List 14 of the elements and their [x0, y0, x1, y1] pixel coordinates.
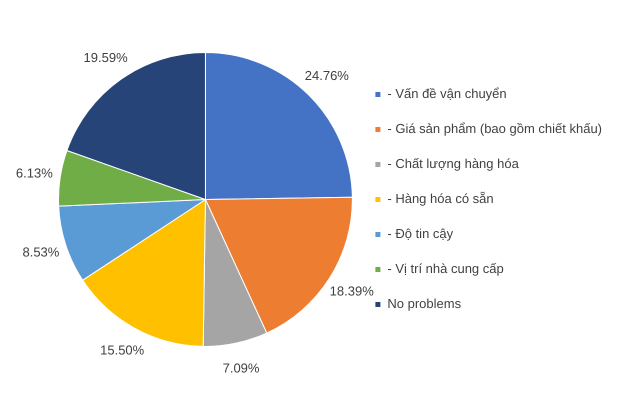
data-label: 8.53% — [22, 244, 60, 260]
data-label: 18.39% — [330, 283, 374, 298]
legend-label: - Độ tin cậy — [387, 226, 454, 242]
data-label: 7.09% — [222, 360, 260, 376]
data-label: 15.50% — [100, 342, 145, 358]
data-label: 19.59% — [84, 50, 128, 65]
legend-label: - Hàng hóa có sẵn — [387, 191, 494, 206]
legend-label: - Vị trí nhà cung cấp — [387, 261, 504, 276]
legend-label: - Giá sản phẩm (bao gồm chiết khấu) — [387, 121, 602, 136]
data-label: 24.76% — [304, 68, 350, 83]
data-label: 6.13% — [16, 166, 54, 181]
legend-label: - Vấn đề vận chuyển — [387, 86, 507, 102]
legend-label: - Chất lượng hàng hóa — [387, 156, 520, 172]
legend-label: No problems — [387, 296, 462, 312]
